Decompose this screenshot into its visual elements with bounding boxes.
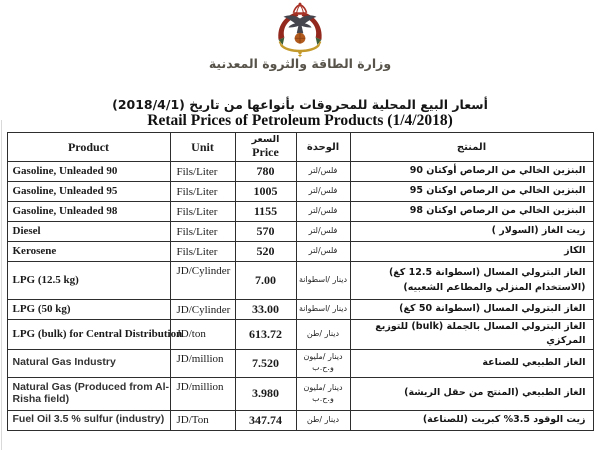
unit-cell: Fils/Liter <box>169 161 236 182</box>
table-row: Diesel Fils/Liter 570 فلس/لتر زيت الغاز … <box>6 221 594 242</box>
header-product: Product <box>6 132 171 162</box>
table-row: Kerosene Fils/Liter 520 فلس/لتر الكاز <box>6 241 594 262</box>
price-cell: 520 <box>234 241 297 262</box>
product-cell: Natural Gas (Produced from Al-Risha fiel… <box>6 376 171 411</box>
unit-arabic-cell: فلس/لتر <box>295 161 351 182</box>
header-price: السعر Price <box>234 132 297 162</box>
unit-arabic-cell: دينار /اسطوانة <box>295 261 351 300</box>
table-row: Natural Gas (Produced from Al-Risha fiel… <box>6 376 594 411</box>
header-unit-arabic: الوحدة <box>295 132 351 162</box>
unit-arabic-cell: فلس/لتر <box>295 201 351 222</box>
unit-arabic-cell: دينار /اسطوانة <box>295 299 351 320</box>
table-header-row: Product Unit السعر Price الوحدة المنتج <box>6 132 594 162</box>
unit-arabic-cell: فلس/لتر <box>295 221 351 242</box>
product-arabic-cell: الغاز البترولي المسال بالجملة (bulk) للت… <box>349 319 594 350</box>
price-cell: 7.00 <box>234 261 297 300</box>
unit-arabic-cell: دينار /طن <box>295 319 351 350</box>
unit-arabic-cell: دينار /مليون و.ح.ب <box>295 376 351 411</box>
price-cell: 3.980 <box>234 376 297 411</box>
page-title-arabic: أسعار البيع المحلية للمحروقات بأنواعها م… <box>112 97 488 112</box>
product-cell: Gasoline, Unleaded 98 <box>6 201 171 222</box>
unit-cell: Fils/Liter <box>169 181 236 202</box>
header-price-english: Price <box>252 144 279 159</box>
product-cell: Fuel Oil 3.5 % sulfur (industry) <box>6 409 171 431</box>
scan-edge-artifact <box>1 120 2 450</box>
product-cell: LPG (bulk) for Central Distribution <box>6 319 182 350</box>
table-row: LPG (50 kg) JD/Cylinder 33.00 دينار /اسط… <box>6 299 594 320</box>
jordan-coat-of-arms-icon <box>278 2 322 58</box>
price-cell: 780 <box>234 161 297 182</box>
price-cell: 1005 <box>234 181 297 202</box>
unit-cell: JD/Ton <box>169 409 236 431</box>
product-arabic-cell: الكاز <box>349 241 594 262</box>
unit-cell: JD/million <box>169 376 236 411</box>
table-row: Natural Gas Industry JD/million 7.520 دي… <box>6 348 594 378</box>
table-row: Fuel Oil 3.5 % sulfur (industry) JD/Ton … <box>6 409 594 431</box>
product-arabic-cell: زيت الغاز (السولار ) <box>349 221 594 242</box>
product-cell: LPG (50 kg) <box>6 299 171 320</box>
product-arabic-cell: الغاز الطبيعي (المنتج من حقل الريشة) <box>349 376 594 411</box>
price-cell: 347.74 <box>234 409 297 431</box>
table-row: Gasoline, Unleaded 95 Fils/Liter 1005 فل… <box>6 181 594 202</box>
petroleum-prices-table: Product Unit السعر Price الوحدة المنتج G… <box>6 132 594 431</box>
unit-arabic-cell: فلس/لتر <box>295 241 351 262</box>
product-cell: Gasoline, Unleaded 95 <box>6 181 171 202</box>
unit-cell: Fils/Liter <box>169 241 236 262</box>
unit-cell: JD/million <box>169 348 236 378</box>
table-row: Gasoline, Unleaded 90 Fils/Liter 780 فلس… <box>6 161 594 182</box>
unit-arabic-cell: فلس/لتر <box>295 181 351 202</box>
product-cell: LPG (12.5 kg) <box>6 261 171 300</box>
product-cell: Gasoline, Unleaded 90 <box>6 161 171 182</box>
ministry-name-calligraphy: وزارة الطاقة والثروة المعدنية <box>208 56 392 71</box>
page-title-english: Retail Prices of Petroleum Products (1/4… <box>147 112 453 129</box>
unit-arabic-cell: دينار /مليون و.ح.ب <box>295 348 351 378</box>
table-row: Gasoline, Unleaded 98 Fils/Liter 1155 فل… <box>6 201 594 222</box>
unit-arabic-cell: دينار /طن <box>295 409 351 431</box>
document-header: وزارة الطاقة والثروة المعدنية <box>0 0 600 71</box>
product-cell: Diesel <box>6 221 171 242</box>
header-price-arabic: السعر <box>251 133 280 145</box>
unit-cell: JD/Cylinder <box>169 261 236 300</box>
price-cell: 33.00 <box>234 299 297 320</box>
price-cell: 570 <box>234 221 297 242</box>
product-arabic-cell: الغاز الطبيعي للصناعة <box>349 348 594 378</box>
product-cell: Kerosene <box>6 241 171 262</box>
price-cell: 1155 <box>234 201 297 222</box>
price-cell: 7.520 <box>234 348 297 378</box>
product-arabic-cell: زيت الوقود 3.5% كبريت (للصناعة) <box>349 409 594 431</box>
product-arabic-cell: الغاز البترولي المسال (اسطوانة 50 كغ) <box>349 299 594 320</box>
product-cell: Natural Gas Industry <box>6 348 171 378</box>
product-arabic-cell: الغاز البترولي المسال (اسطوانة 12.5 كغ)(… <box>349 261 594 300</box>
unit-cell: JD/ton <box>169 319 236 350</box>
price-cell: 613.72 <box>234 319 297 350</box>
product-arabic-cell: البنزين الخالي من الرصاص اوكتان 98 <box>349 201 594 222</box>
table-row: LPG (12.5 kg) JD/Cylinder 7.00 دينار /اس… <box>6 261 594 300</box>
table-row: LPG (bulk) for Central Distribution JD/t… <box>6 319 594 350</box>
unit-cell: JD/Cylinder <box>169 299 236 320</box>
unit-cell: Fils/Liter <box>169 201 236 222</box>
header-unit: Unit <box>169 132 236 162</box>
product-arabic-cell: البنزين الخالي من الرصاص اوكتان 95 <box>349 181 594 202</box>
unit-cell: Fils/Liter <box>169 221 236 242</box>
product-arabic-cell: البنزين الخالي من الرصاص أوكتان 90 <box>349 161 594 182</box>
header-product-arabic: المنتج <box>349 132 594 162</box>
